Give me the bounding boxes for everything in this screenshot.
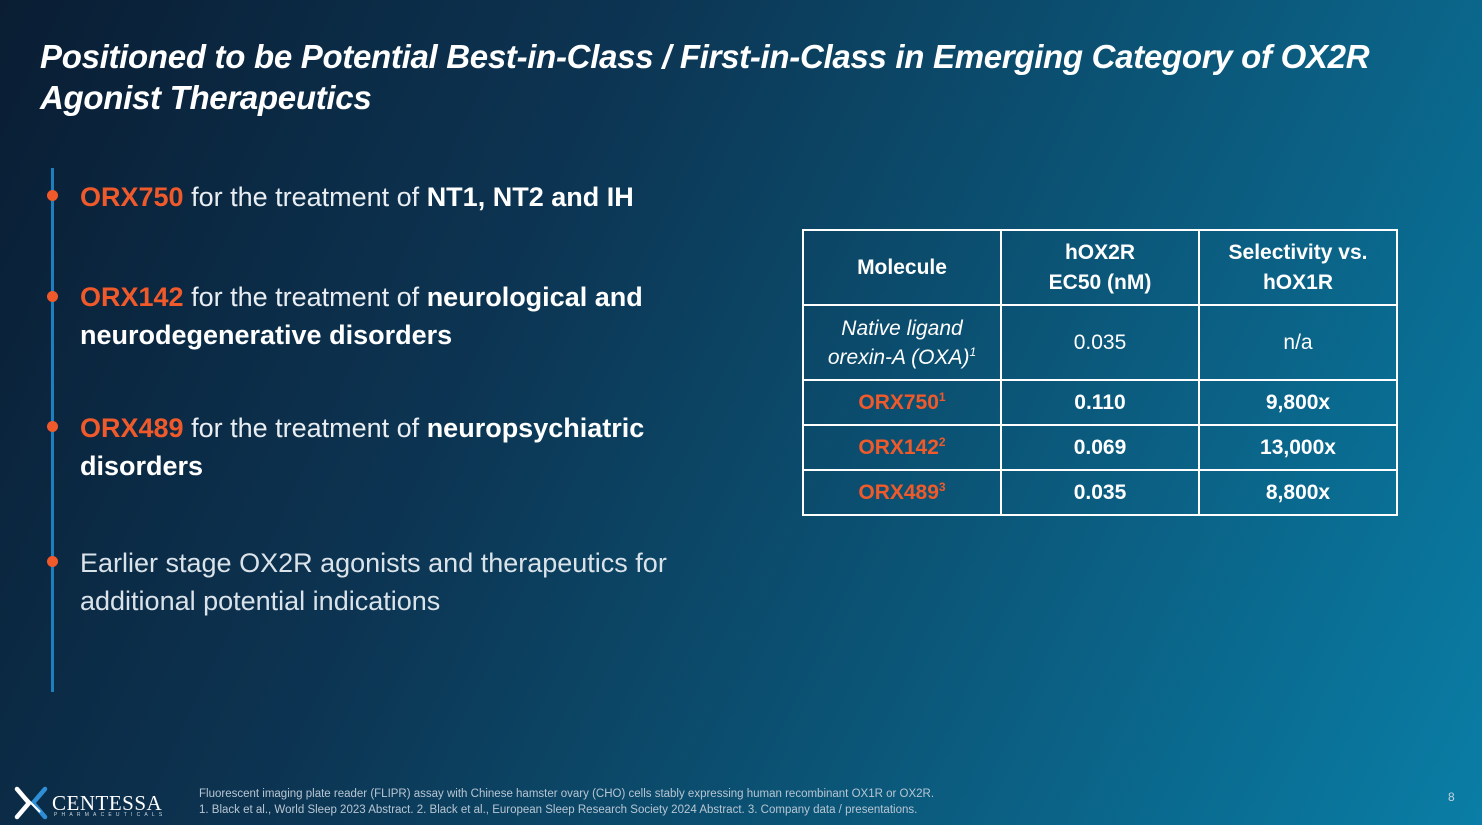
molecule-name: ORX142 bbox=[80, 282, 184, 312]
cell-molecule: ORX1422 bbox=[802, 424, 1002, 471]
molecule-name: ORX489 bbox=[80, 413, 184, 443]
footnote-line: Fluorescent imaging plate reader (FLIPR)… bbox=[199, 788, 935, 800]
cell-selectivity: 13,000x bbox=[1198, 424, 1398, 471]
indication: neurological and neurodegenerative disor… bbox=[80, 282, 643, 350]
bullet-dot-icon bbox=[47, 421, 58, 432]
cell-molecule: ORX4893 bbox=[802, 469, 1002, 516]
potency-selectivity-table: Molecule hOX2R EC50 (nM) Selectivity vs.… bbox=[802, 229, 1398, 516]
bullet-text: Earlier stage OX2R agonists and therapeu… bbox=[80, 548, 667, 616]
bullet-dot-icon bbox=[47, 291, 58, 302]
cell-selectivity: 8,800x bbox=[1198, 469, 1398, 516]
header-ec50: hOX2R EC50 (nM) bbox=[1000, 229, 1200, 306]
bullet-dot-icon bbox=[47, 556, 58, 567]
cell-selectivity: n/a bbox=[1198, 304, 1398, 381]
bullet-text: ORX142 for the treatment of neurological… bbox=[80, 278, 700, 354]
bullet-dot-icon bbox=[47, 190, 58, 201]
bullet-mid: for the treatment of bbox=[183, 413, 427, 443]
table-row: ORX4893 0.035 8,800x bbox=[802, 469, 1398, 516]
bullet-text: ORX750 for the treatment of NT1, NT2 and… bbox=[80, 178, 700, 216]
bullet-mid: for the treatment of bbox=[183, 282, 427, 312]
cell-ec50: 0.035 bbox=[1000, 304, 1200, 381]
cell-selectivity: 9,800x bbox=[1198, 379, 1398, 426]
table-row: ORX7501 0.110 9,800x bbox=[802, 379, 1398, 426]
table-header-row: Molecule hOX2R EC50 (nM) Selectivity vs.… bbox=[802, 229, 1398, 306]
page-number: 8 bbox=[1448, 790, 1455, 804]
logo-wordmark: CENTESSA bbox=[52, 791, 163, 815]
x-mark-icon bbox=[14, 786, 48, 820]
logo-subtitle: PHARMACEUTICALS bbox=[54, 812, 167, 818]
slide-title: Positioned to be Potential Best-in-Class… bbox=[40, 38, 1370, 116]
bullet-text: ORX489 for the treatment of neuropsychia… bbox=[80, 409, 700, 485]
footnotes: Fluorescent imaging plate reader (FLIPR)… bbox=[199, 786, 1199, 818]
cell-ec50: 0.110 bbox=[1000, 379, 1200, 426]
cell-molecule: ORX7501 bbox=[802, 379, 1002, 426]
bullet-mid: for the treatment of bbox=[183, 182, 427, 212]
table-row: Native ligand orexin-A (OXA)1 0.035 n/a bbox=[802, 304, 1398, 381]
molecule-name: ORX750 bbox=[80, 182, 184, 212]
table-row: ORX1422 0.069 13,000x bbox=[802, 424, 1398, 471]
header-molecule: Molecule bbox=[802, 229, 1002, 306]
cell-ec50: 0.069 bbox=[1000, 424, 1200, 471]
indication: neuropsychiatric disorders bbox=[80, 413, 645, 481]
company-logo: CENTESSA PHARMACEUTICALS bbox=[14, 786, 174, 820]
cell-molecule: Native ligand orexin-A (OXA)1 bbox=[802, 304, 1002, 381]
footnote-line: 1. Black et al., World Sleep 2023 Abstra… bbox=[199, 804, 918, 816]
header-selectivity: Selectivity vs. hOX1R bbox=[1198, 229, 1398, 306]
cell-ec50: 0.035 bbox=[1000, 469, 1200, 516]
indication: NT1, NT2 and IH bbox=[426, 182, 634, 212]
